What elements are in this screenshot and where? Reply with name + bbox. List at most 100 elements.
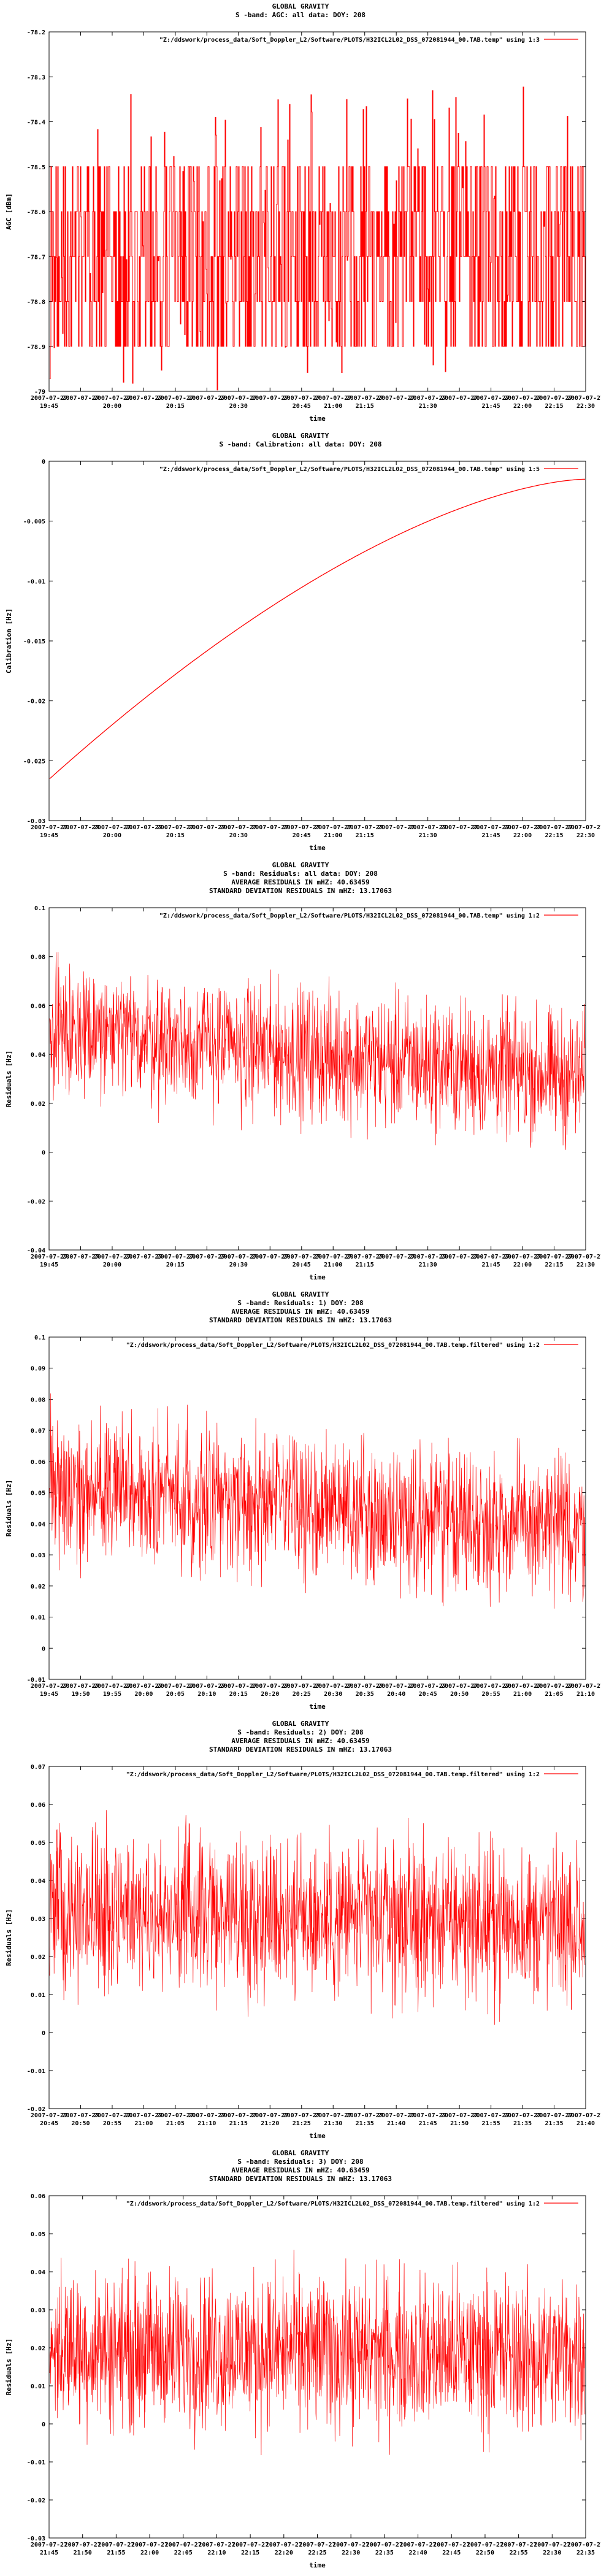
x-tick-time: 21:45: [419, 2120, 437, 2127]
y-tick-label: -0.015: [23, 638, 45, 645]
y-axis-label: Calibration [Hz]: [5, 608, 13, 673]
data-series: [50, 86, 586, 391]
x-tick-time: 20:00: [103, 832, 121, 839]
x-tick-time: 21:00: [134, 2120, 153, 2127]
x-axis-label: time: [309, 1273, 326, 1281]
x-tick-date: 2007-07-27: [283, 1683, 320, 1690]
y-axis-label: Residuals [Hz]: [5, 1051, 13, 1108]
x-tick-date: 2007-07-27: [31, 2542, 67, 2548]
x-tick-time: 20:55: [482, 1691, 500, 1698]
x-tick-time: 22:10: [207, 2550, 226, 2556]
chart-title-line: GLOBAL GRAVITY: [272, 2, 329, 10]
y-axis-label: AGC [dBm]: [5, 193, 13, 230]
y-axis-label: Residuals [Hz]: [5, 1480, 13, 1537]
x-tick-time: 21:15: [356, 832, 374, 839]
chart-title-line: S -band: Calibration: all data: DOY: 208: [220, 440, 382, 448]
y-tick-label: -78.6: [27, 209, 45, 216]
x-tick-date: 2007-07-27: [283, 1254, 320, 1260]
x-tick-time: 21:35: [356, 2120, 374, 2127]
y-tick-label: -0.005: [23, 519, 45, 526]
legend-label: "Z:/ddswork/process_data/Soft_Doppler_L2…: [159, 466, 540, 473]
x-tick-date: 2007-07-27: [188, 2112, 225, 2119]
x-tick-time: 20:15: [229, 1691, 248, 1698]
x-tick-time: 21:30: [419, 403, 437, 410]
x-tick-time: 21:00: [324, 403, 342, 410]
x-tick-time: 21:10: [576, 1691, 595, 1698]
x-tick-time: 19:45: [40, 832, 58, 839]
y-tick-label: 0.06: [31, 1003, 45, 1010]
x-tick-time: 22:30: [576, 1262, 595, 1268]
x-tick-date: 2007-07-27: [251, 1254, 288, 1260]
y-tick-label: -79: [34, 389, 45, 396]
x-tick-time: 21:40: [576, 2120, 595, 2127]
x-tick-time: 20:15: [166, 832, 185, 839]
x-tick-date: 2007-07-27: [62, 1683, 99, 1690]
y-tick-label: 0: [42, 459, 45, 466]
x-tick-time: 20:45: [40, 2120, 58, 2127]
x-tick-time: 19:45: [40, 1262, 58, 1268]
x-tick-date: 2007-07-27: [220, 824, 257, 831]
x-tick-date: 2007-07-27: [98, 2542, 134, 2548]
x-tick-date: 2007-07-27: [410, 1683, 446, 1690]
x-tick-time: 21:05: [545, 1691, 563, 1698]
x-tick-time: 21:30: [324, 2120, 342, 2127]
y-tick-label: -0.03: [27, 2536, 45, 2542]
chart-title-line: S -band: Residuals: all data: DOY: 208: [223, 870, 378, 878]
x-tick-time: 21:45: [482, 832, 500, 839]
y-tick-label: 0.1: [34, 905, 45, 912]
x-tick-date: 2007-07-27: [441, 824, 478, 831]
y-tick-label: 0.02: [31, 1954, 45, 1961]
x-tick-time: 21:20: [261, 2120, 279, 2127]
y-tick-label: -78.4: [27, 120, 45, 126]
x-tick-time: 20:15: [166, 403, 185, 410]
x-tick-date: 2007-07-27: [535, 395, 572, 402]
x-tick-date: 2007-07-27: [472, 2112, 509, 2119]
x-tick-time: 20:00: [103, 403, 121, 410]
y-tick-label: -78.8: [27, 299, 45, 306]
data-series: [49, 1393, 586, 1609]
x-tick-date: 2007-07-27: [62, 395, 99, 402]
y-tick-label: -0.03: [27, 818, 45, 825]
x-tick-time: 20:30: [229, 832, 248, 839]
y-tick-label: 0.09: [31, 1366, 45, 1373]
y-tick-label: -0.01: [27, 1677, 45, 1684]
x-tick-date: 2007-07-27: [441, 2112, 478, 2119]
x-tick-time: 21:50: [450, 2120, 469, 2127]
x-tick-time: 22:35: [576, 2550, 595, 2556]
chart-title-line: STANDARD DEVIATION RESIDUALS IN mHZ: 13.…: [209, 2175, 392, 2183]
y-tick-label: -0.02: [27, 699, 45, 705]
x-tick-date: 2007-07-27: [125, 1683, 162, 1690]
x-tick-date: 2007-07-27: [410, 395, 446, 402]
x-tick-date: 2007-07-27: [220, 1254, 257, 1260]
x-tick-date: 2007-07-27: [504, 1683, 541, 1690]
x-tick-time: 22:15: [545, 1262, 563, 1268]
y-tick-label: 0.05: [31, 1490, 45, 1497]
y-tick-label: 0.07: [31, 1764, 45, 1771]
x-tick-time: 21:45: [40, 2550, 58, 2556]
x-tick-time: 21:55: [482, 2120, 500, 2127]
y-axis-label: Residuals [Hz]: [5, 1909, 13, 1966]
x-tick-date: 2007-07-27: [131, 2542, 168, 2548]
chart-title-line: GLOBAL GRAVITY: [272, 1720, 329, 1728]
x-tick-date: 2007-07-27: [535, 824, 572, 831]
x-tick-date: 2007-07-27: [94, 824, 131, 831]
y-tick-label: 0.04: [31, 2269, 45, 2276]
x-tick-date: 2007-07-27: [31, 824, 67, 831]
x-tick-date: 2007-07-27: [62, 2112, 99, 2119]
x-tick-date: 2007-07-27: [535, 1683, 572, 1690]
y-tick-label: 0.07: [31, 1428, 45, 1435]
x-axis-label: time: [309, 415, 326, 423]
x-tick-time: 21:10: [197, 2120, 216, 2127]
x-tick-time: 20:55: [103, 2120, 121, 2127]
x-tick-date: 2007-07-27: [332, 2542, 369, 2548]
x-tick-date: 2007-07-27: [534, 2542, 570, 2548]
chart-title-line: GLOBAL GRAVITY: [272, 432, 329, 440]
x-tick-time: 21:30: [419, 832, 437, 839]
x-tick-time: 20:35: [356, 1691, 374, 1698]
x-axis-label: time: [309, 2561, 326, 2569]
x-tick-date: 2007-07-27: [157, 824, 194, 831]
y-tick-label: 0.05: [31, 1840, 45, 1847]
x-tick-time: 22:00: [513, 403, 532, 410]
